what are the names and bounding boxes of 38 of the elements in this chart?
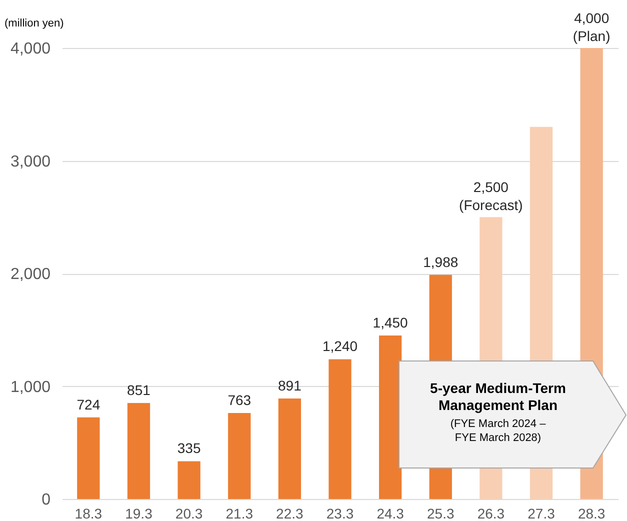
- x-tick-label: 27.3: [528, 506, 556, 521]
- data-label: 1,988: [423, 254, 458, 270]
- x-tick-label: 18.3: [74, 506, 102, 521]
- y-tick-label: 2,000: [10, 266, 51, 283]
- x-tick-label: 24.3: [376, 506, 404, 521]
- data-label: 4,000: [574, 10, 610, 26]
- x-tick-label: 22.3: [276, 506, 304, 521]
- bar: [127, 403, 150, 499]
- data-label: 763: [228, 392, 252, 408]
- data-label: 724: [76, 396, 100, 412]
- y-tick-label: 1,000: [10, 378, 51, 396]
- annotation: (Forecast): [459, 197, 523, 214]
- data-label: 2,500: [473, 179, 509, 196]
- arrow-callout: 5-year Medium-Term Management Plan (FYE March 2024 – FYE March 2028): [398, 360, 627, 470]
- x-tick-label: 23.3: [326, 506, 354, 521]
- data-label: 851: [127, 382, 151, 398]
- annotation: 5-year Medium-Term Management Plan: [430, 380, 566, 413]
- y-tick-label: 0: [42, 492, 51, 508]
- x-tick-label: 28.3: [578, 506, 606, 521]
- bar: [77, 417, 100, 499]
- x-tick-label: 20.3: [175, 506, 203, 521]
- x-tick-label: 26.3: [477, 506, 505, 521]
- y-axis-title: (million yen): [4, 18, 64, 30]
- data-label: 891: [278, 378, 302, 394]
- data-label: 1,240: [322, 338, 358, 354]
- x-tick-label: 21.3: [226, 506, 254, 521]
- x-tick-label: 19.3: [125, 506, 153, 521]
- bar: [278, 398, 302, 499]
- bar: [328, 359, 352, 499]
- y-tick-label: 4,000: [10, 40, 51, 58]
- annotation: (FYE March 2024 – FYE March 2028): [450, 418, 547, 444]
- x-tick-label: 25.3: [427, 506, 454, 521]
- annotation: (Plan): [572, 28, 610, 44]
- bar: [228, 412, 251, 499]
- data-label: 335: [177, 440, 201, 456]
- y-tick-label: 3,000: [10, 153, 51, 170]
- bar: [178, 461, 200, 499]
- data-label: 1,450: [372, 314, 408, 331]
